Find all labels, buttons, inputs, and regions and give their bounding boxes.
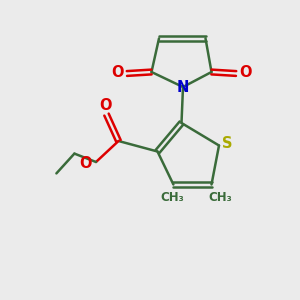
Text: CH₃: CH₃ bbox=[160, 190, 184, 204]
Text: N: N bbox=[177, 80, 189, 94]
Text: O: O bbox=[99, 98, 111, 112]
Text: CH₃: CH₃ bbox=[208, 190, 232, 204]
Text: O: O bbox=[239, 65, 251, 80]
Text: S: S bbox=[222, 136, 233, 152]
Text: O: O bbox=[80, 156, 92, 171]
Text: O: O bbox=[112, 65, 124, 80]
